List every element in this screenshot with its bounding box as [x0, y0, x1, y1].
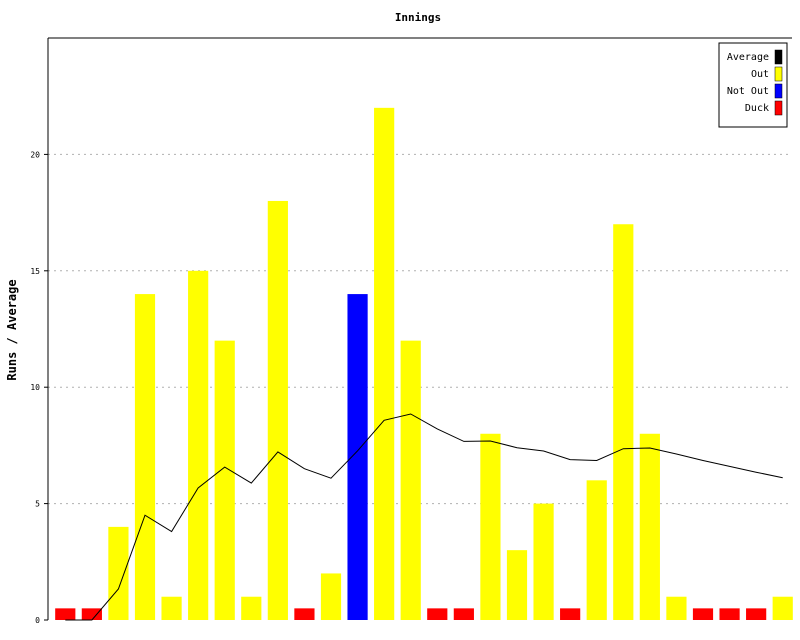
- bar-inning-28: [772, 596, 793, 620]
- legend-label: Not Out: [727, 86, 769, 97]
- bar-inning-5: [161, 596, 182, 620]
- bar-inning-18: [506, 550, 528, 620]
- bars: [55, 107, 793, 621]
- legend-swatch: [774, 66, 783, 82]
- bar-inning-4: [134, 294, 156, 620]
- bar-inning-21: [586, 480, 607, 620]
- y-tick-label: 10: [30, 383, 40, 392]
- legend-swatch: [774, 100, 783, 116]
- bar-inning-10: [294, 608, 315, 620]
- bar-inning-20: [560, 608, 581, 620]
- average-line: [65, 413, 783, 621]
- bar-inning-16: [453, 608, 474, 620]
- bar-inning-1: [55, 608, 76, 620]
- legend-swatch: [774, 83, 783, 99]
- legend-label: Duck: [745, 103, 769, 114]
- bar-inning-22: [613, 224, 634, 621]
- bar-inning-11: [320, 573, 342, 620]
- legend-label: Out: [751, 69, 769, 80]
- bar-inning-6: [188, 270, 209, 620]
- bar-inning-2: [81, 608, 102, 620]
- bar-inning-9: [267, 200, 288, 620]
- bar-inning-3: [108, 526, 129, 620]
- bar-inning-17: [480, 433, 501, 620]
- bar-inning-26: [719, 608, 740, 620]
- bar-inning-12: [347, 294, 368, 620]
- bar-inning-15: [427, 608, 448, 620]
- bar-inning-27: [746, 608, 767, 620]
- legend-swatch: [774, 49, 783, 65]
- bar-inning-8: [241, 596, 262, 620]
- y-tick-label: 15: [30, 267, 40, 276]
- y-tick-label: 20: [30, 150, 40, 159]
- bar-inning-23: [639, 433, 660, 620]
- bar-inning-19: [533, 503, 554, 620]
- bar-inning-14: [400, 340, 421, 620]
- y-tick-label: 0: [35, 616, 40, 625]
- y-tick-label: 5: [35, 500, 40, 509]
- bar-inning-13: [374, 107, 395, 621]
- bar-inning-25: [692, 608, 714, 620]
- y-axis-ticks: 0 5 10 15 20: [30, 150, 48, 625]
- bar-inning-24: [666, 596, 687, 620]
- chart-title: Innings: [395, 11, 441, 24]
- bar-inning-7: [214, 340, 235, 620]
- legend-label: Average: [727, 52, 769, 63]
- legend: Average Out Not Out Duck: [718, 42, 788, 128]
- y-axis-label: Runs / Average: [5, 279, 19, 380]
